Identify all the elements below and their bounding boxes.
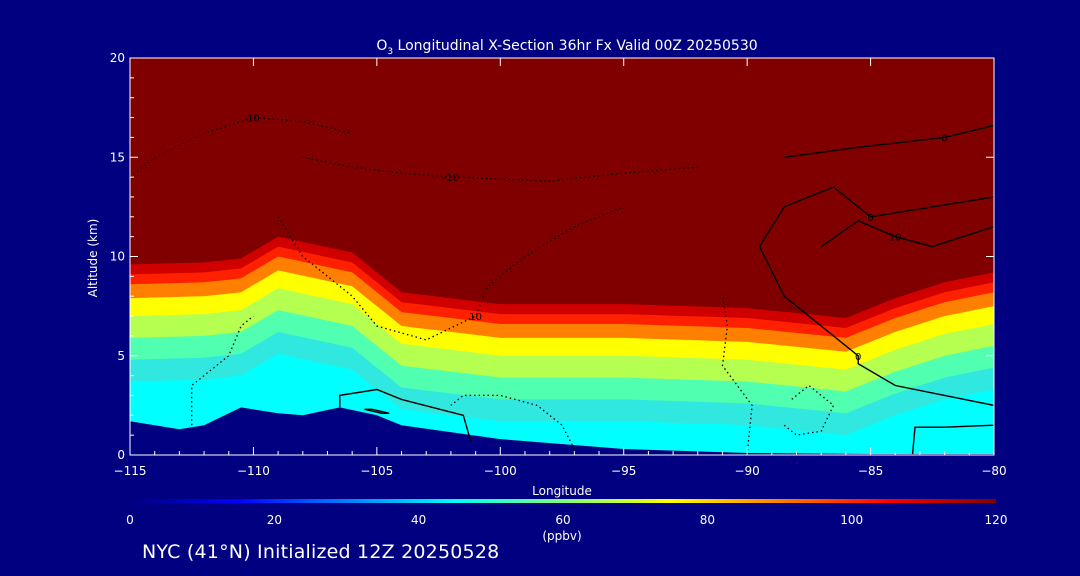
x-tick-label: −95 xyxy=(611,464,636,478)
x-tick-label: −80 xyxy=(981,464,1006,478)
dotted-contour-1 xyxy=(302,156,698,182)
dotted-contour-4 xyxy=(721,296,753,455)
x-tick-label: −85 xyxy=(858,464,883,478)
solid-contour-4 xyxy=(911,424,994,455)
chart-title: O3 Longitudinal X-Section 36hr Fx Valid … xyxy=(376,38,757,57)
y-axis-label: Altitude (km) xyxy=(86,219,100,298)
solid-contour-3 xyxy=(820,220,994,248)
colorbar-tick-label: 120 xyxy=(985,513,1008,527)
colorbar-tick-label: 60 xyxy=(555,513,570,527)
x-axis-label: Longitude xyxy=(532,484,592,498)
x-tick-label: −105 xyxy=(360,464,393,478)
x-tick-label: −110 xyxy=(237,464,270,478)
contour-lines: 0 0 0 10 10 -10 10 xyxy=(130,114,994,455)
contour-label: 0 xyxy=(867,213,873,224)
title-rest: Longitudinal X-Section 36hr Fx Valid 00Z… xyxy=(393,38,758,54)
dotted-contour-5 xyxy=(450,394,575,450)
colorbar-unit-label: (ppbv) xyxy=(542,529,581,543)
x-tick-label: −100 xyxy=(484,464,517,478)
solid-contour-1 xyxy=(758,186,994,247)
contour-label: 10 xyxy=(469,312,482,323)
y-tick-label: 10 xyxy=(110,250,125,264)
colorbar-gradient xyxy=(130,499,996,503)
x-axis: −115 −110 −105 −100 −95 −90 −85 −80 xyxy=(114,58,1007,478)
contour-label: 10 xyxy=(889,233,902,244)
contour-label: 0 xyxy=(941,133,947,144)
solid-contour-6 xyxy=(364,408,390,414)
terrain-shape xyxy=(130,407,994,455)
y-tick-label: 20 xyxy=(110,51,125,65)
footer-caption: NYC (41°N) Initialized 12Z 20250528 xyxy=(142,541,500,563)
dotted-contour-6 xyxy=(783,384,835,436)
solid-contour-5 xyxy=(339,388,472,442)
solid-contour-2 xyxy=(758,246,994,407)
colorbar-tick-label: 40 xyxy=(411,513,426,527)
colorbar-tick-label: 80 xyxy=(700,513,715,527)
plot-area: 0 0 0 10 10 -10 10 xyxy=(130,58,994,455)
colorbar-ticks: 0 20 40 60 80 100 120 xyxy=(126,513,1007,527)
x-tick-label: −90 xyxy=(734,464,759,478)
colorbar-tick-label: 100 xyxy=(840,513,863,527)
y-tick-label: 5 xyxy=(117,349,125,363)
contour-label: 10 xyxy=(247,114,260,125)
title-species: O xyxy=(376,38,387,54)
y-tick-label: 0 xyxy=(117,448,125,462)
y-axis: 0 5 10 15 20 xyxy=(110,51,994,462)
y-tick-label: 15 xyxy=(110,150,125,164)
colorbar-tick-label: 20 xyxy=(267,513,282,527)
terrain-mask xyxy=(130,407,994,455)
title-species-subscript: 3 xyxy=(387,47,393,57)
contour-label: -10 xyxy=(443,173,459,184)
colorbar: 0 20 40 60 80 100 120 (ppbv) xyxy=(126,499,1007,543)
solid-contour-0 xyxy=(784,124,994,158)
colorbar-tick-label: 0 xyxy=(126,513,134,527)
x-tick-label: −115 xyxy=(114,464,147,478)
contour-label: 0 xyxy=(855,352,861,363)
